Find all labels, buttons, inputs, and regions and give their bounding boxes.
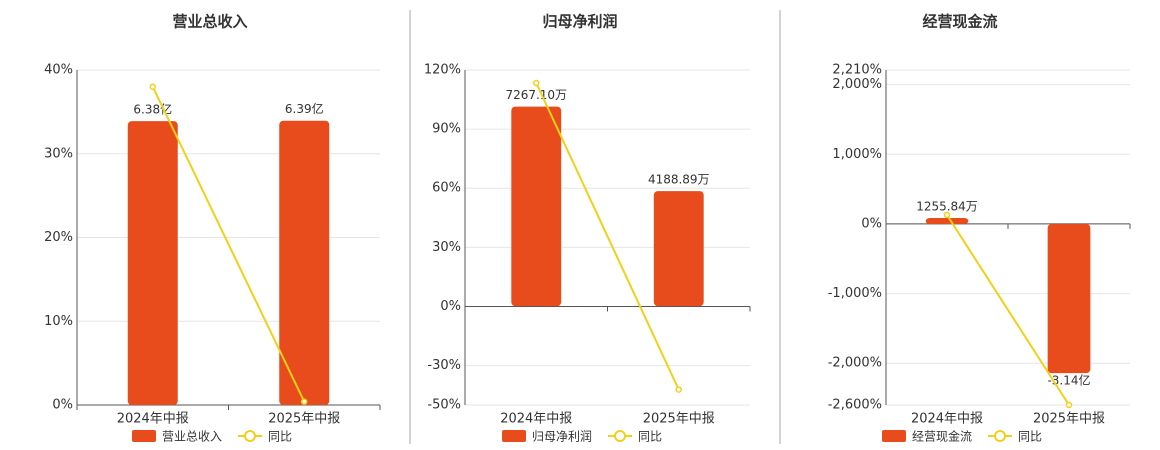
chart-title: 营业总收入: [172, 13, 247, 31]
legend-label: 同比: [638, 430, 662, 444]
legend-swatch: [882, 430, 906, 442]
y-tick-label: 0%: [52, 398, 73, 413]
legend-swatch: [614, 430, 627, 442]
y-tick-label: 90%: [432, 122, 461, 137]
bar: [279, 120, 330, 405]
legend-label: 同比: [268, 430, 292, 444]
legend-label: 同比: [1018, 430, 1042, 444]
bar: [511, 106, 562, 307]
legend-label: 经营现金流: [912, 429, 972, 444]
x-tick-label: 2025年中报: [1033, 412, 1105, 427]
y-tick-label: 30%: [432, 240, 461, 255]
y-tick-label: -50%: [427, 398, 461, 413]
legend-swatch: [244, 430, 257, 442]
bar: [653, 191, 704, 307]
chart-title: 归母净利润: [542, 13, 617, 31]
bar: [127, 121, 178, 405]
legend-swatch: [502, 430, 526, 442]
line: [151, 86, 306, 403]
x-tick-label: 2024年中报: [911, 412, 983, 427]
y-tick-label: -30%: [427, 358, 461, 373]
line-point: [533, 79, 540, 87]
y-tick-label: -2,600%: [828, 398, 882, 413]
x-tick-label: 2025年中报: [643, 412, 715, 427]
bar: [925, 217, 969, 224]
y-tick-label: 1,000%: [832, 147, 882, 162]
legend-swatch: [132, 430, 156, 442]
y-tick-label: 20%: [44, 230, 73, 245]
y-tick-label: 30%: [44, 146, 73, 161]
line-point: [1065, 401, 1073, 409]
line-point: [943, 211, 951, 219]
line-point: [301, 398, 308, 405]
y-tick-label: 40%: [44, 63, 73, 78]
line: [535, 82, 680, 391]
y-tick-label: -2,000%: [828, 356, 882, 371]
y-tick-label: 60%: [432, 181, 461, 196]
value-label: 6.39亿: [285, 101, 324, 116]
bar: [1047, 223, 1091, 374]
legend-label: 归母净利润: [532, 430, 592, 444]
x-tick-label: 2024年中报: [500, 412, 572, 427]
y-tick-label: 0%: [440, 299, 461, 314]
y-tick-label: 2,210%: [832, 63, 882, 78]
x-tick-label: 2024年中报: [117, 412, 189, 427]
value-label: 1255.84万: [916, 199, 978, 213]
line-point: [675, 386, 682, 393]
y-tick-label: 10%: [44, 314, 73, 329]
y-tick-label: 0%: [861, 216, 882, 231]
x-tick-label: 2025年中报: [268, 412, 340, 427]
value-label: 7267.10万: [505, 88, 567, 102]
y-tick-label: 120%: [424, 63, 461, 78]
legend-swatch: [994, 430, 1007, 442]
line: [946, 214, 1070, 406]
y-tick-label: 2,000%: [832, 77, 882, 92]
y-tick-label: -1,000%: [828, 286, 882, 301]
legend-label: 营业总收入: [162, 430, 222, 444]
chart-title: 经营现金流: [922, 13, 997, 31]
line-point: [149, 83, 156, 90]
value-label: 4188.89万: [648, 173, 710, 187]
value-label: -3.14亿: [1047, 373, 1090, 388]
